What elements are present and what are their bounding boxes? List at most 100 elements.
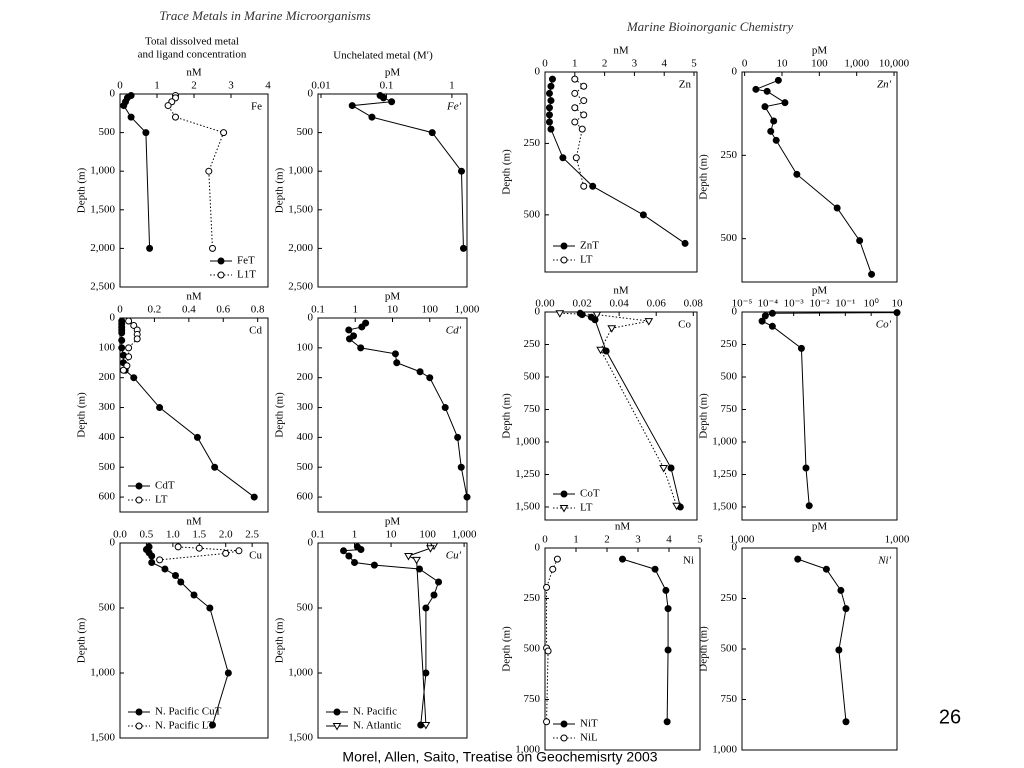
profile-line — [761, 312, 898, 506]
y-tick-label: 300 — [297, 401, 314, 413]
x-tick-label: 0.0 — [113, 529, 127, 541]
profile-line — [559, 312, 678, 506]
y-tick-label: 400 — [297, 431, 314, 443]
data-point — [664, 605, 672, 613]
data-point — [125, 317, 133, 325]
x-tick-label: 0.01 — [311, 80, 330, 92]
x-axis-label: nM — [186, 67, 202, 79]
x-axis-label: nM — [613, 285, 629, 297]
data-point — [148, 552, 156, 560]
data-point — [805, 502, 813, 510]
data-point — [548, 75, 556, 83]
legend-label: N. Atlantic — [353, 720, 401, 732]
data-point — [435, 578, 443, 586]
data-point — [120, 102, 128, 110]
y-tick-label: 500 — [721, 232, 738, 244]
data-point — [133, 335, 141, 343]
y-tick-label: 100 — [99, 341, 116, 353]
x-tick-label: 10⁻⁴ — [758, 298, 779, 310]
data-point — [345, 335, 353, 343]
y-tick-label: 500 — [297, 126, 314, 138]
y-axis-label: Depth (m) — [698, 393, 710, 439]
data-point — [663, 718, 671, 726]
y-tick-label: 1,500 — [90, 732, 115, 744]
panel-label: Fe′ — [446, 101, 462, 113]
data-point — [351, 559, 359, 566]
y-tick-label: 250 — [524, 592, 541, 604]
data-point — [761, 312, 769, 320]
y-tick-label: 200 — [99, 371, 116, 383]
data-point — [156, 404, 164, 412]
x-tick-label: 3 — [228, 80, 234, 92]
data-point — [422, 604, 430, 612]
y-axis-label: Depth (m) — [274, 617, 286, 663]
y-tick-label: 400 — [99, 431, 116, 443]
panel: 0.00 0.02 0.04 0.06 0.08 0 250 500 750 1,000 1,250… — [501, 285, 704, 521]
y-tick-label: 2,500 — [288, 281, 313, 293]
data-point — [794, 555, 802, 563]
data-point — [589, 182, 597, 190]
y-tick-label: 1,500 — [288, 203, 313, 215]
panel-label: Co — [678, 319, 691, 331]
column-header: Unchelated metal (M′) — [333, 50, 433, 62]
data-point — [457, 463, 465, 471]
data-point — [559, 154, 567, 162]
data-point — [174, 543, 182, 551]
legend-marker — [333, 708, 341, 716]
x-tick-label: 0.06 — [647, 298, 667, 310]
plot-frame — [544, 71, 698, 273]
x-tick-label: 0.00 — [535, 298, 555, 310]
data-point — [547, 97, 555, 105]
data-point — [211, 463, 219, 471]
y-tick-label: 1,000 — [288, 667, 313, 679]
x-axis-label: nM — [613, 45, 629, 57]
y-axis-label: Depth (m) — [501, 393, 513, 439]
x-tick-label: 0.4 — [182, 304, 196, 316]
x-axis-label: nM — [615, 521, 631, 533]
x-tick-label: 0 — [117, 304, 123, 316]
y-tick-label: 100 — [297, 341, 314, 353]
profile-line — [407, 545, 435, 726]
x-tick-label: 2 — [191, 80, 197, 92]
data-point — [357, 546, 365, 553]
data-point — [543, 718, 551, 726]
panel-label: Zn′ — [877, 79, 892, 91]
plot-frame — [119, 542, 269, 739]
panel-label: Co′ — [876, 319, 892, 331]
x-tick-label: 0.8 — [251, 304, 265, 316]
y-tick-label: 500 — [99, 602, 116, 614]
legend-marker — [135, 496, 143, 504]
data-point — [833, 204, 841, 212]
data-point — [130, 321, 138, 329]
data-point — [416, 368, 424, 376]
legend-label: LT — [580, 502, 593, 514]
legend-label: CoT — [580, 488, 600, 500]
panel: 0 10 100 1,000 10,000 0 250 500 pM Depth (m) Zn′ — [698, 45, 910, 283]
x-tick-label: 10 — [776, 58, 788, 70]
y-tick-label: 1,500 — [712, 501, 737, 513]
x-tick-label: 10 — [892, 298, 904, 310]
data-point — [571, 104, 579, 112]
data-point — [837, 586, 845, 594]
legend-label: CdT — [155, 480, 175, 492]
x-tick-label: 1 — [449, 80, 455, 92]
legend-marker — [135, 482, 143, 490]
y-tick-label: 1,000 — [712, 436, 737, 448]
data-point — [592, 311, 602, 320]
legend-marker — [135, 722, 143, 730]
x-tick-label: 3 — [632, 58, 638, 70]
profile-line — [548, 79, 686, 244]
data-point — [172, 572, 179, 579]
data-point — [161, 565, 169, 573]
data-point — [119, 366, 127, 374]
data-point — [357, 344, 365, 352]
data-point — [348, 102, 356, 110]
legend-label: NiT — [580, 718, 598, 730]
y-tick-label: 500 — [297, 602, 314, 614]
plot-frame — [741, 547, 898, 751]
data-point — [768, 309, 776, 317]
x-tick-label: 0.08 — [684, 298, 704, 310]
data-point — [681, 239, 689, 247]
legend-label: NiL — [580, 732, 598, 744]
panel: 0 1 2 3 4 5 0 250 500 nM Depth (m) Zn ZnT LT — [501, 45, 698, 273]
